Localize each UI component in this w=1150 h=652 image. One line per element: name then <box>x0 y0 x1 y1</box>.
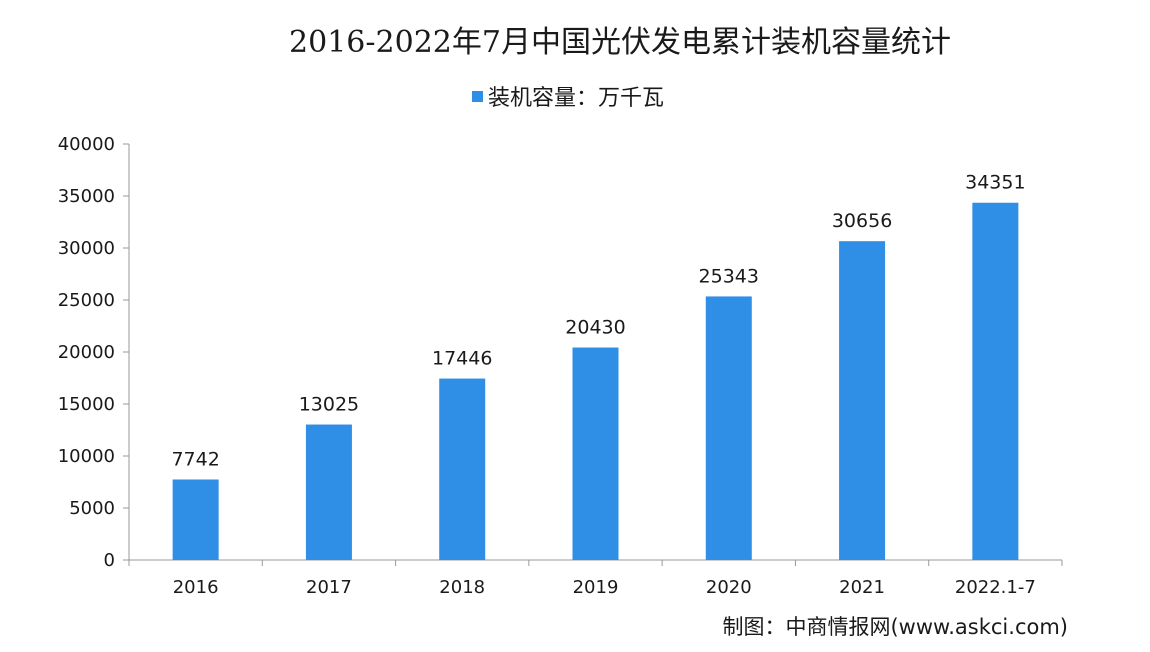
legend: 装机容量：万千瓦 <box>472 86 664 111</box>
data-label: 7742 <box>171 448 219 470</box>
y-tick-label: 35000 <box>58 186 115 207</box>
x-tick-label: 2018 <box>439 577 485 598</box>
x-tick-label: 2021 <box>839 577 885 598</box>
bar-2021 <box>839 241 886 560</box>
y-tick-label: 10000 <box>58 446 115 467</box>
y-axis-ticks: 0 5000 10000 15000 20000 25000 30000 35000 40000 <box>58 134 129 571</box>
data-label: 30656 <box>832 210 892 232</box>
y-tick-label: 20000 <box>58 342 115 363</box>
data-label: 34351 <box>965 172 1025 194</box>
bar-2016 <box>172 479 219 560</box>
data-label: 20430 <box>565 317 625 339</box>
y-tick-label: 15000 <box>58 394 115 415</box>
x-axis-ticks: 2016 2017 2018 2019 2020 2021 2022.1-7 <box>128 560 1063 598</box>
x-tick-label: 2016 <box>173 577 219 598</box>
x-tick-label: 2020 <box>706 577 752 598</box>
bars <box>172 202 1019 560</box>
x-tick-label: 2022.1-7 <box>955 577 1036 598</box>
data-labels: 7742 13025 17446 20430 25343 30656 34351 <box>171 172 1025 471</box>
y-tick-label: 30000 <box>58 238 115 259</box>
data-label: 17446 <box>432 348 492 370</box>
source-note: 制图：中商情报网(www.askci.com) <box>722 615 1068 639</box>
legend-swatch <box>472 91 483 102</box>
y-tick-label: 25000 <box>58 290 115 311</box>
x-tick-label: 2017 <box>306 577 352 598</box>
bar-2017 <box>305 424 352 560</box>
bar-2022.1-7 <box>972 202 1019 560</box>
data-label: 13025 <box>299 394 359 416</box>
legend-label: 装机容量：万千瓦 <box>488 86 664 111</box>
bar-2018 <box>439 378 486 560</box>
y-tick-label: 0 <box>104 550 115 571</box>
bar-2020 <box>705 296 752 560</box>
bar-2019 <box>572 347 619 560</box>
y-tick-label: 40000 <box>58 134 115 155</box>
chart-title: 2016-2022年7月中国光伏发电累计装机容量统计 <box>289 25 951 60</box>
x-tick-label: 2019 <box>573 577 619 598</box>
data-label: 25343 <box>699 265 759 287</box>
y-tick-label: 5000 <box>69 498 115 519</box>
